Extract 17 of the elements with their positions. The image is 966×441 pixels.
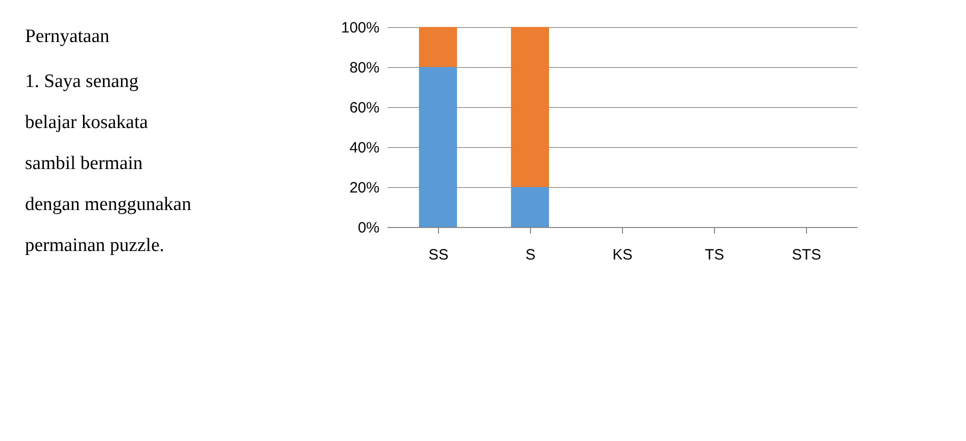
bar xyxy=(419,67,457,227)
x-tick-label: STS xyxy=(792,246,822,264)
bar xyxy=(511,187,549,227)
x-tick-label: SS xyxy=(428,246,449,264)
y-tick-label: 40% xyxy=(349,140,380,156)
text: Pernyataan xyxy=(25,26,110,47)
bar xyxy=(419,27,457,67)
y-tick-label: 100% xyxy=(341,20,380,36)
y-tick-label: 80% xyxy=(349,60,380,76)
y-tick-label: 0% xyxy=(358,220,380,236)
text: 1. Saya senang belajar kosakata sambil bermain dengan menggunakan permainan puzzle. xyxy=(25,71,192,256)
x-tick-label: S xyxy=(525,246,536,264)
x-tick-label: KS xyxy=(612,246,633,264)
y-tick-label: 20% xyxy=(349,180,380,196)
y-tick-label: 60% xyxy=(349,100,380,116)
x-tick-label: TS xyxy=(704,246,724,264)
bar xyxy=(511,27,549,187)
